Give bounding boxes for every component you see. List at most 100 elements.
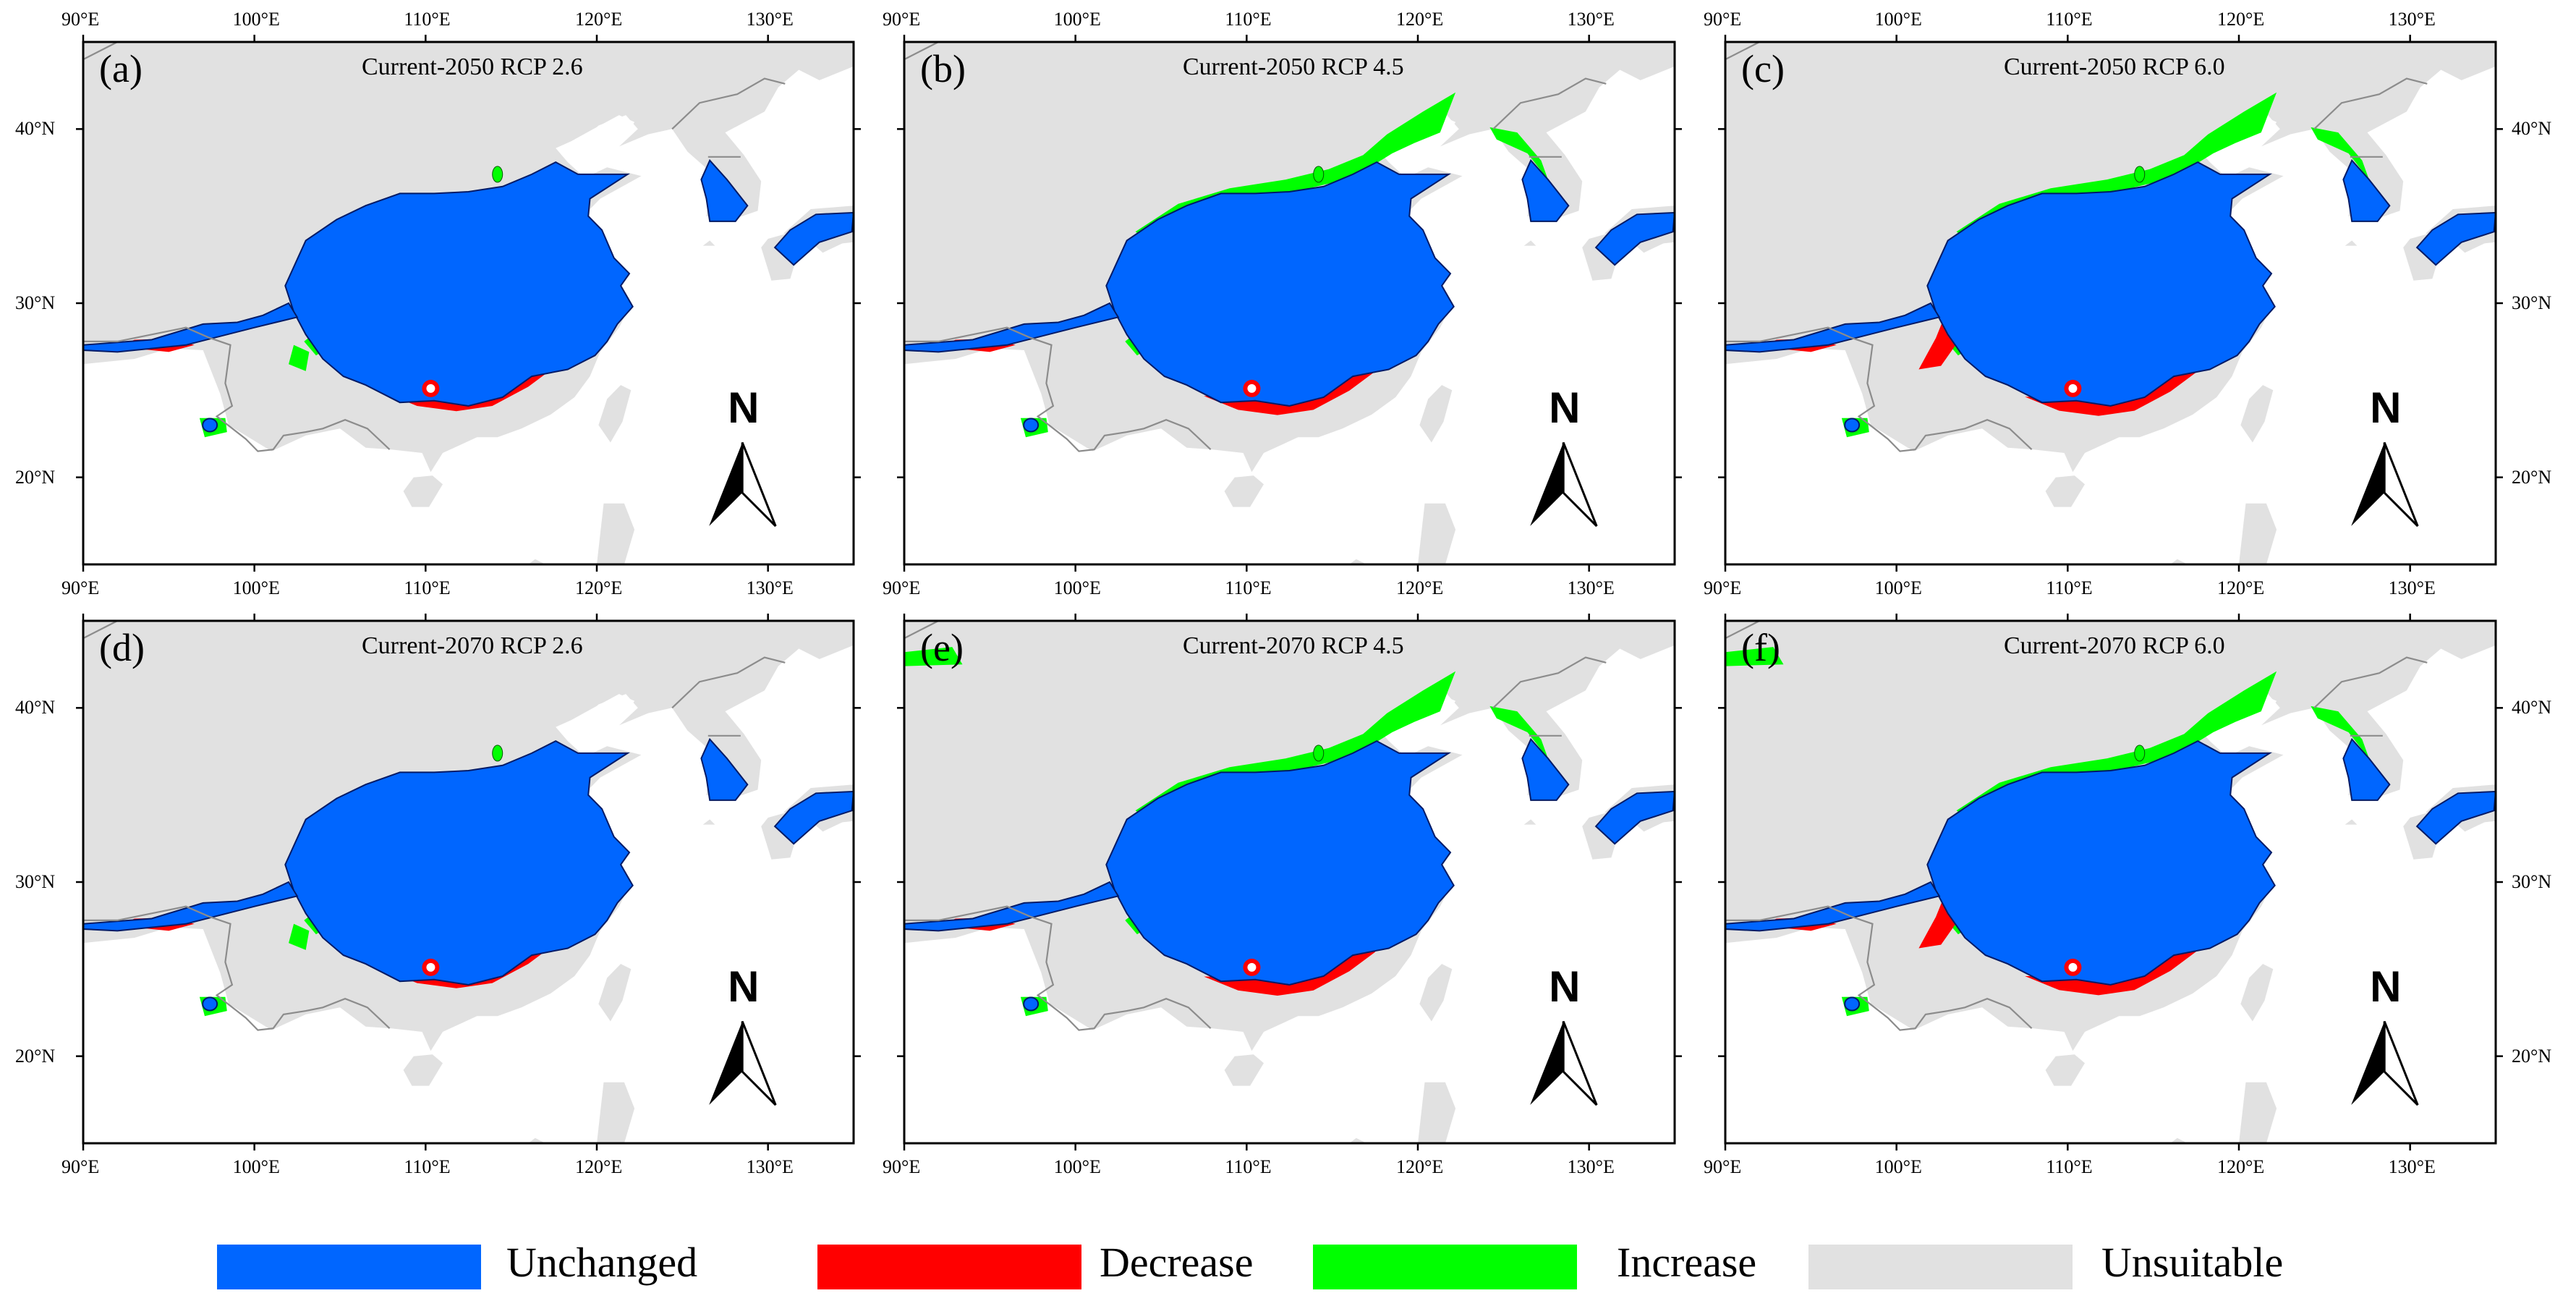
border-line-1 <box>82 620 118 640</box>
landmass-shikoku <box>2452 807 2491 832</box>
lon-label-bottom: 100°E <box>1053 577 1101 598</box>
panel-title: Current-2050 RCP 6.0 <box>2004 54 2225 80</box>
lon-label-bottom: 90°E <box>883 1156 921 1177</box>
lon-label-top: 100°E <box>232 9 280 30</box>
unchanged-yunnan-patch <box>1844 418 1861 433</box>
panel-letter: (e) <box>920 626 964 669</box>
lon-label-bottom: 110°E <box>1225 577 1272 598</box>
increase-inland-spot <box>2134 745 2146 762</box>
map-canvas <box>76 614 861 1150</box>
landmass-hainan <box>2045 1054 2085 1086</box>
map-canvas <box>76 35 861 572</box>
border-line-2 <box>2313 77 2428 130</box>
legend-swatch-increase <box>1313 1245 1577 1289</box>
north-arrow-label: N <box>2370 962 2402 1011</box>
lon-label-bottom: 120°E <box>2217 1156 2265 1177</box>
lon-label-bottom: 100°E <box>232 1156 280 1177</box>
border-line-2 <box>671 77 786 130</box>
national-borders <box>82 41 786 452</box>
north-arrow-label: N <box>1549 962 1581 1011</box>
lon-label-bottom: 100°E <box>1874 577 1922 598</box>
north-arrow-right-half <box>1562 441 1598 527</box>
landmass-borneoTip <box>528 559 545 564</box>
landmass-shikoku <box>1631 807 1670 832</box>
map-panel-c: (c) Current-2050 RCP 6.0 N 90°E 100°E 110°E… <box>1704 10 2551 598</box>
increase-inland-spot <box>1313 166 1325 183</box>
north-arrow-left-half <box>709 442 743 527</box>
north-arrow <box>1530 441 1598 527</box>
map-panel-b: (b) Current-2050 RCP 4.5 N 90°E 100°E 110°E… <box>883 10 1682 598</box>
border-line-2 <box>2313 656 2428 709</box>
legend-swatch-unchanged <box>217 1245 481 1289</box>
lon-label-top: 110°E <box>404 9 451 30</box>
map-legend: Unchanged Decrease Increase Unsuitable <box>0 1230 2576 1295</box>
border-line-0 <box>904 326 1212 452</box>
increase-southwest <box>289 923 310 950</box>
north-arrow <box>1530 1020 1598 1106</box>
landmass-borneoTip <box>2170 559 2188 564</box>
landmass-hainan <box>2045 475 2085 507</box>
lat-label-left: 20°N <box>15 466 56 488</box>
landmass-borneoTip <box>1349 1137 1366 1143</box>
landmass-shikoku <box>810 228 849 253</box>
landmass-taiwan <box>1419 385 1453 443</box>
increase-korea <box>2311 127 2369 180</box>
national-borders <box>82 620 786 1031</box>
national-borders <box>1725 620 2428 1031</box>
lon-label-bottom: 110°E <box>2046 577 2093 598</box>
landmass-hainan <box>403 1054 443 1086</box>
legend-label-unchanged: Unchanged <box>506 1239 698 1286</box>
lon-label-bottom: 110°E <box>2046 1156 2093 1177</box>
landmass-jeju <box>1523 240 1536 246</box>
border-line-0 <box>1725 905 2033 1031</box>
north-arrow <box>2351 1020 2419 1106</box>
increase-southwest <box>289 344 310 371</box>
landmass-taiwan <box>598 385 632 443</box>
unchanged-korea <box>700 737 749 801</box>
suitability-layer <box>1725 92 2497 438</box>
map-panel-e: (e) Current-2070 RCP 4.5 N 90°E 100°E 110°E… <box>883 614 1682 1177</box>
unchanged-core-range <box>1926 161 2276 407</box>
landmass-taiwan <box>1419 964 1453 1022</box>
border-line-1 <box>82 41 118 61</box>
north-arrow-right-half <box>741 1020 777 1106</box>
border-line-0 <box>1725 326 2033 452</box>
border-line-0 <box>83 326 391 452</box>
unchanged-core-range <box>284 740 634 986</box>
landmass-taiwan <box>598 964 632 1022</box>
unchanged-core-range <box>1926 740 2276 986</box>
graticule-ticks <box>76 614 861 1150</box>
lon-label-top: 100°E <box>1053 9 1101 30</box>
unchanged-core-range <box>1105 161 1455 407</box>
graticule-ticks <box>1718 614 2503 1150</box>
increase-inland-spot <box>492 166 503 183</box>
lon-label-top: 90°E <box>61 9 100 30</box>
border-line-1 <box>1725 620 1760 640</box>
lon-label-bottom: 110°E <box>1225 1156 1272 1177</box>
lon-label-top: 120°E <box>1396 9 1444 30</box>
lat-label-right: 20°N <box>2512 1045 2552 1067</box>
unchanged-korea <box>1521 158 1570 222</box>
map-panel-a: (a) Current-2050 RCP 2.6 N 90°E 100°E 110°E… <box>15 10 861 598</box>
lon-label-bottom: 130°E <box>2388 577 2436 598</box>
unchanged-west-arm <box>82 302 299 353</box>
unchanged-west-arm <box>904 881 1120 932</box>
lat-label-left: 40°N <box>15 697 56 719</box>
increase-northwest <box>904 647 963 666</box>
suitability-layer <box>904 647 1676 1017</box>
lake-spot <box>1247 383 1257 393</box>
north-arrow-left-half <box>709 1021 743 1106</box>
graticule-ticks <box>76 35 861 572</box>
north-arrow-label: N <box>728 383 760 432</box>
north-arrow-left-half <box>2351 442 2385 527</box>
graticule-ticks <box>897 614 1682 1150</box>
north-arrow-label: N <box>1549 383 1581 432</box>
unchanged-korea <box>1521 737 1570 801</box>
lon-label-bottom: 130°E <box>2388 1156 2436 1177</box>
landmass-jeju <box>702 240 715 246</box>
lon-label-top: 120°E <box>2217 9 2265 30</box>
panel-title: Current-2070 RCP 6.0 <box>2004 632 2225 659</box>
north-arrow-label: N <box>728 962 760 1011</box>
panel-letter: (b) <box>920 47 966 90</box>
